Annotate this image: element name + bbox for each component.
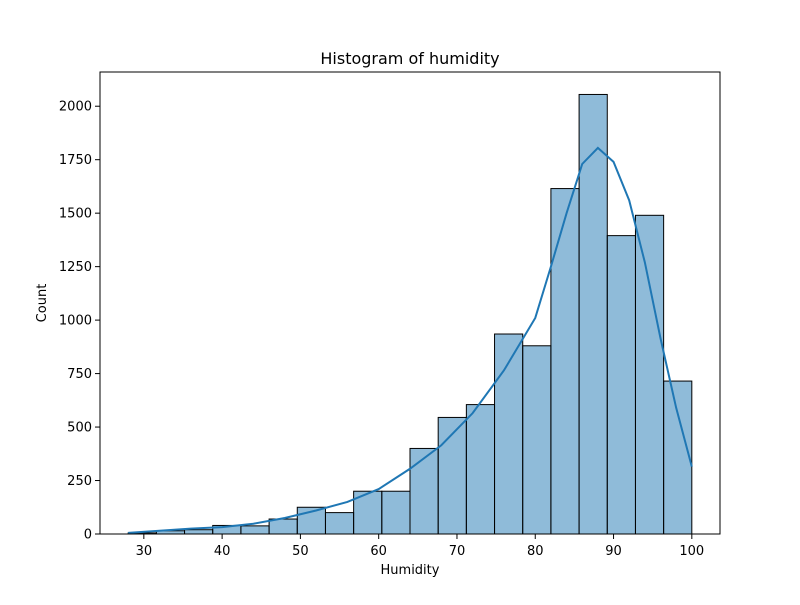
chart-title: Histogram of humidity — [320, 49, 499, 68]
x-tick-label: 70 — [449, 544, 466, 559]
histogram-bar — [268, 518, 298, 535]
y-tick-label: 1750 — [59, 153, 92, 168]
y-axis-label: Count — [35, 284, 50, 323]
plot-frame — [99, 71, 721, 535]
histogram-bar — [606, 235, 636, 535]
x-axis-label: Humidity — [381, 563, 440, 578]
histogram-bar — [184, 529, 214, 535]
y-tick-label: 2000 — [59, 100, 92, 115]
histogram-bar — [240, 525, 270, 535]
bars-group — [127, 93, 693, 535]
y-tick-label: 1000 — [59, 314, 92, 329]
y-tick-label: 0 — [84, 528, 92, 543]
x-tick-label: 90 — [605, 544, 622, 559]
x-axis-ticks: 30 40 50 60 70 80 90 100 — [136, 534, 704, 559]
y-tick-label: 750 — [67, 367, 92, 382]
histogram-bar — [381, 490, 411, 535]
histogram-bar — [578, 93, 608, 535]
histogram-bar — [324, 512, 355, 535]
histogram-bar — [663, 380, 693, 535]
x-tick-label: 80 — [527, 544, 544, 559]
y-tick-label: 1250 — [59, 260, 92, 275]
x-tick-label: 40 — [214, 544, 231, 559]
histogram-bar — [522, 345, 552, 535]
histogram-bar — [634, 214, 665, 535]
histogram-bar — [465, 404, 496, 535]
y-tick-label: 500 — [67, 421, 92, 436]
histogram-bar — [550, 188, 580, 535]
kde-line — [128, 146, 693, 534]
x-tick-label: 50 — [292, 544, 309, 559]
y-axis-ticks: 0 250 500 750 1000 1250 1500 1750 2000 — [59, 100, 100, 543]
x-tick-label: 100 — [679, 544, 704, 559]
y-tick-label: 1500 — [59, 207, 92, 222]
x-tick-label: 60 — [370, 544, 387, 559]
y-tick-label: 250 — [67, 474, 92, 489]
histogram-bar — [409, 447, 439, 535]
x-tick-label: 30 — [136, 544, 153, 559]
